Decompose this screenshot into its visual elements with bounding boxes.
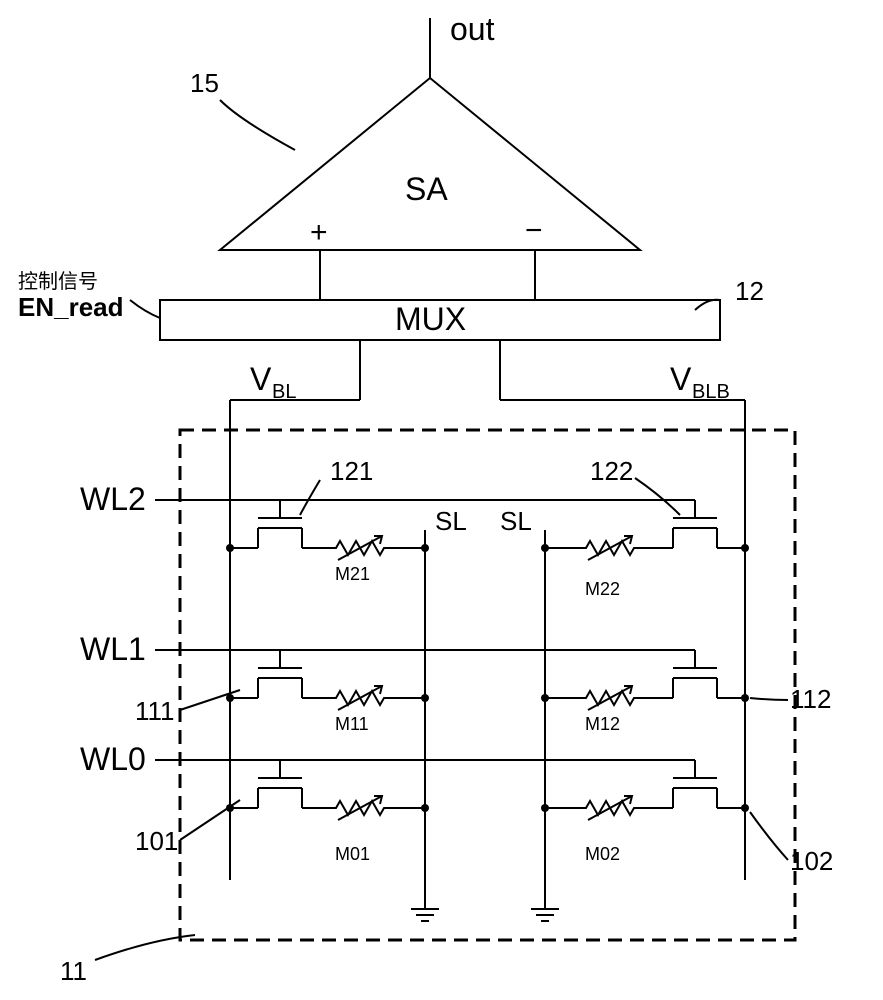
wl0-label: WL0 (80, 741, 146, 777)
sl-right-label: SL (500, 506, 532, 536)
sa-label: SA (405, 171, 448, 207)
svg-text:BLB: BLB (692, 381, 730, 403)
sa-plus: + (310, 216, 328, 249)
row-wl1: WL1 M11 M12 111 112 (80, 631, 831, 734)
ref-15-leader (220, 100, 295, 150)
ref-12-leader (695, 300, 720, 310)
mux-label: MUX (395, 301, 466, 337)
control-signal-cn: 控制信号 (18, 270, 98, 293)
sl-left-label: SL (435, 506, 467, 536)
sa-minus: − (525, 214, 543, 247)
ground-left (411, 895, 439, 921)
vblb-label: V BLB (670, 361, 730, 403)
ref-15: 15 (190, 68, 219, 98)
ref-102: 102 (790, 846, 833, 876)
ref-11: 11 (60, 956, 87, 986)
ref-12: 12 (735, 276, 764, 306)
ref-122: 122 (590, 456, 633, 486)
out-label: out (450, 11, 495, 47)
wl1-label: WL1 (80, 631, 146, 667)
svg-text:V: V (250, 361, 272, 397)
ref-121: 121 (330, 456, 373, 486)
svg-text:BL: BL (272, 381, 296, 403)
m11-label: M11 (335, 714, 369, 734)
m21-label: M21 (335, 564, 370, 584)
ref-101: 101 (135, 826, 178, 856)
vbl-label: V BL (250, 361, 296, 403)
wl2-label: WL2 (80, 481, 146, 517)
control-signal-en: EN_read (18, 292, 124, 322)
ref-111: 111 (135, 696, 175, 726)
m01-label: M01 (335, 844, 370, 864)
m22-label: M22 (585, 579, 620, 599)
row-wl0: WL0 M01 M02 101 102 (80, 741, 833, 876)
sense-amplifier: SA + − (220, 78, 640, 250)
ref-112: 112 (790, 684, 831, 714)
array-box (180, 430, 795, 940)
en-read-leader (130, 300, 160, 318)
ground-right (531, 895, 559, 921)
m12-label: M12 (585, 714, 620, 734)
svg-text:V: V (670, 361, 692, 397)
m02-label: M02 (585, 844, 620, 864)
